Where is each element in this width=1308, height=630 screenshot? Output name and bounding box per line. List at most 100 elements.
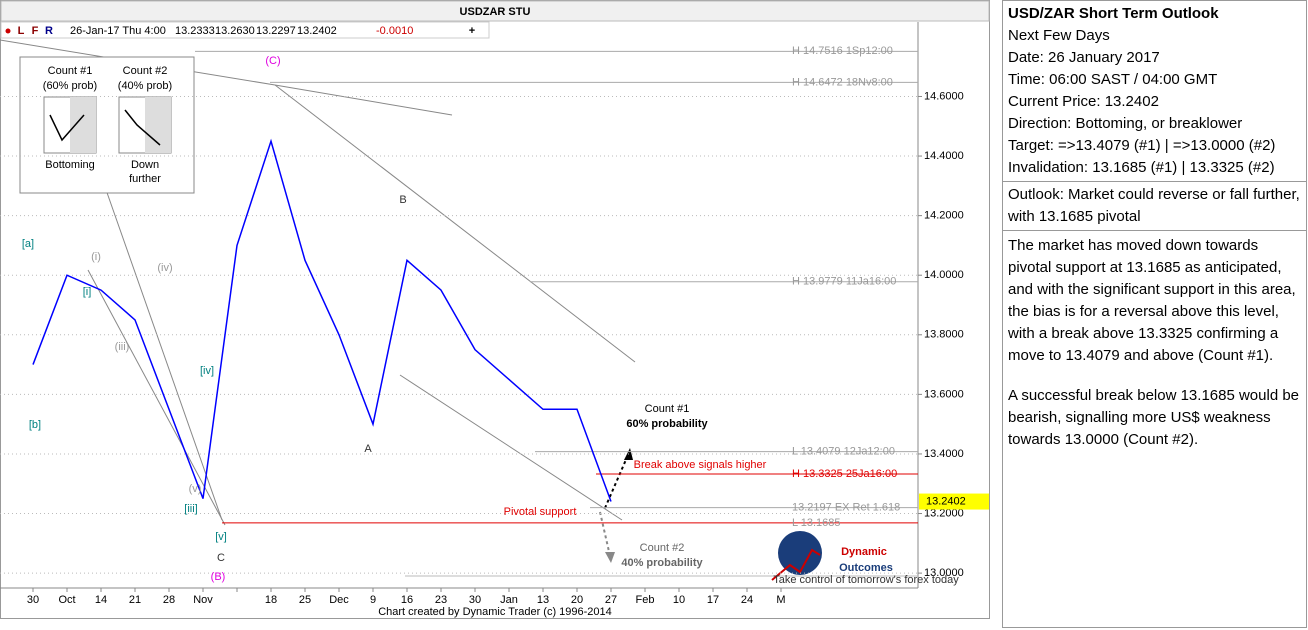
annotation: (B) <box>211 571 226 583</box>
annotation: 40% probability <box>621 557 703 569</box>
arrow-head <box>605 552 615 563</box>
logo <box>771 531 822 581</box>
x-tick-label: 24 <box>741 594 753 606</box>
x-tick-label: 21 <box>129 594 141 606</box>
annotation: (iii) <box>115 341 130 353</box>
annotation: (iv) <box>157 262 172 274</box>
annotation: Pivotal support <box>504 506 577 518</box>
logo-text: Dynamic <box>841 546 887 558</box>
inset-label: Count #2 <box>123 65 168 77</box>
outlook-panel: USD/ZAR Short Term Outlook Next Few Days… <box>1002 0 1307 628</box>
panel-header: USD/ZAR Short Term Outlook Next Few Days… <box>1003 1 1306 182</box>
logo-globe <box>778 531 822 575</box>
trend-line <box>274 84 453 116</box>
info-bar <box>0 21 490 39</box>
price-line <box>32 138 612 502</box>
x-tick-label: Nov <box>193 594 213 606</box>
inset-label: Bottoming <box>45 159 95 171</box>
x-tick-label: Jan <box>500 594 518 606</box>
level-label: H 14.6472 18Nv8:00 <box>792 76 893 88</box>
logo-swoosh <box>771 548 821 581</box>
outlook-text: Outlook: Market could reverse or fall fu… <box>1008 186 1300 225</box>
panel-line: Invalidation: 13.1685 (#1) | 13.3325 (#2… <box>1008 159 1275 176</box>
panel-outlook: Outlook: Market could reverse or fall fu… <box>1003 182 1306 231</box>
chart-title: USDZAR STU <box>460 6 531 18</box>
current-price-label: 13.2402 <box>926 495 966 507</box>
annotation: (C) <box>265 55 280 67</box>
annotation: Count #2 <box>640 542 685 554</box>
y-tick-label: 13.2000 <box>924 507 964 519</box>
x-tick-label: Feb <box>636 594 655 606</box>
inset-label: Count #1 <box>48 65 93 77</box>
inset-shade <box>145 97 171 153</box>
arrow-up <box>604 454 629 509</box>
x-tick-label: 18 <box>265 594 277 606</box>
level-label: 13.2197 EX Ret 1.618 <box>792 502 900 514</box>
panel-line: Next Few Days <box>1008 27 1110 44</box>
annotation: (v) <box>189 483 202 495</box>
toolbar-button: F <box>32 25 39 37</box>
y-tick-label: 13.6000 <box>924 388 964 400</box>
inset-arrow <box>124 109 161 146</box>
title-bar <box>0 0 990 22</box>
annotation: Break above signals higher <box>634 459 767 471</box>
arrow-down <box>599 511 611 557</box>
record-dot <box>5 28 11 34</box>
x-tick-label: 14 <box>95 594 107 606</box>
inset-shade <box>70 97 96 153</box>
panel-line: Current Price: 13.2402 <box>1008 93 1159 110</box>
annotation: [b] <box>29 419 41 431</box>
trend-line <box>87 269 226 526</box>
level-label: H 13.3325 25Ja16:00 <box>792 468 897 480</box>
panel-paragraph: The market has moved down towards pivota… <box>1008 237 1296 364</box>
logo-text: Outcomes <box>839 562 893 574</box>
annotation: [i] <box>83 286 92 298</box>
inset-arrow <box>49 114 85 142</box>
panel-title: USD/ZAR Short Term Outlook <box>1008 5 1219 22</box>
annotation: [v] <box>215 531 227 543</box>
inset-label: (40% prob) <box>118 80 172 92</box>
x-tick-label: 16 <box>401 594 413 606</box>
annotation: Count #1 <box>645 403 690 415</box>
x-tick-label: 23 <box>435 594 447 606</box>
panel-line: Time: 06:00 SAST / 04:00 GMT <box>1008 71 1218 88</box>
level-label: H 14.7516 1Sp12:00 <box>792 45 893 57</box>
trend-line <box>84 129 223 521</box>
info-field: 13.2630 <box>215 25 255 37</box>
y-tick-label: 13.4000 <box>924 448 964 460</box>
y-tick-label: 13.0000 <box>924 567 964 579</box>
inset <box>19 56 195 194</box>
level-label: L 13.1685 <box>792 517 841 529</box>
info-field: 13.2402 <box>297 25 337 37</box>
y-tick-label: 14.4000 <box>924 150 964 162</box>
level-label: H 13.9779 11Ja16:00 <box>792 276 896 288</box>
toolbar-button: R <box>45 25 53 37</box>
panel-line: Direction: Bottoming, or breaklower <box>1008 115 1243 132</box>
x-tick-label: 9 <box>370 594 376 606</box>
y-tick-label: 13.8000 <box>924 329 964 341</box>
x-tick-label: 28 <box>163 594 175 606</box>
inset-label: further <box>129 173 161 185</box>
toolbar-button: L <box>18 25 25 37</box>
x-tick-label: 30 <box>469 594 481 606</box>
annotation: C <box>217 552 225 564</box>
info-field: -0.0010 <box>376 25 413 37</box>
panel-line: Target: =>13.4079 (#1) | =>13.0000 (#2) <box>1008 137 1276 154</box>
x-tick-label: Dec <box>329 594 349 606</box>
y-tick-label: 14.2000 <box>924 210 964 222</box>
x-tick-label: M <box>776 594 785 606</box>
logo-tagline: Take control of tomorrow's forex today <box>773 574 959 586</box>
footer: Chart created by Dynamic Trader (c) 1996… <box>378 606 612 618</box>
annotation: B <box>399 194 406 206</box>
inset-label: Down <box>131 159 159 171</box>
trend-line <box>274 84 636 363</box>
panel-paragraph: A successful break below 13.1685 would b… <box>1008 387 1300 448</box>
x-tick-label: 17 <box>707 594 719 606</box>
x-tick-label: 30 <box>27 594 39 606</box>
x-tick-label: 10 <box>673 594 685 606</box>
panel-lines: Next Few Days Date: 26 January 2017 Time: … <box>1008 25 1301 179</box>
annotation: [iii] <box>184 503 197 515</box>
annotation: A <box>364 443 372 455</box>
panel-body: The market has moved down towards pivota… <box>1003 231 1306 471</box>
y-tick-label: 14.0000 <box>924 269 964 281</box>
